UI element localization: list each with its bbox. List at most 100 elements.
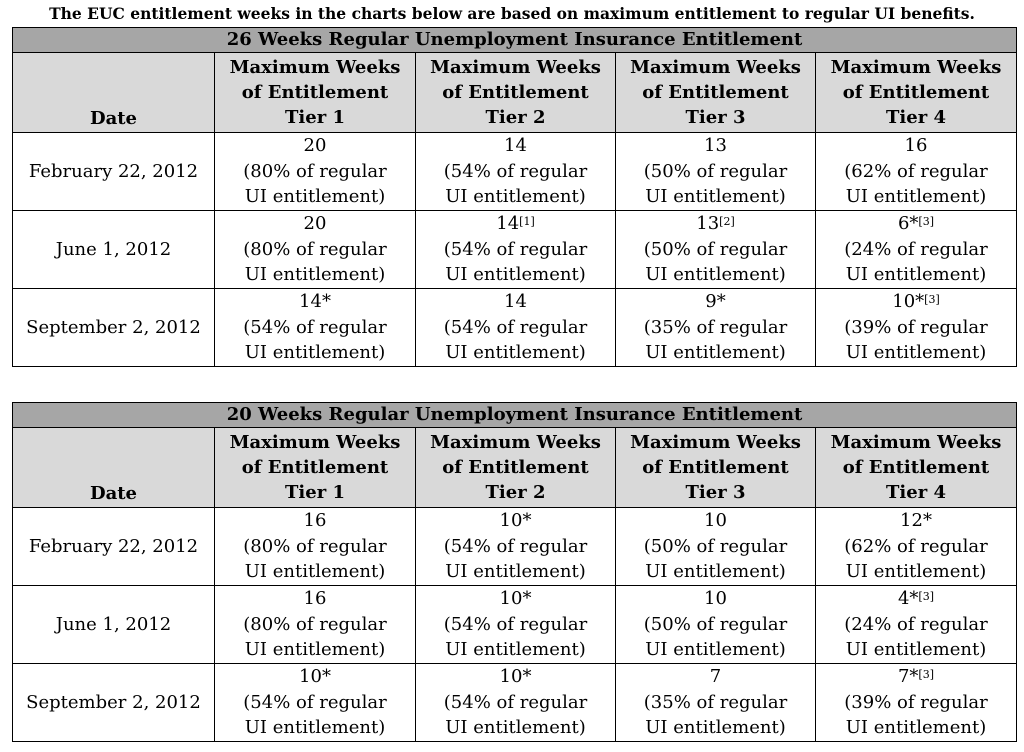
table-row: February 22, 2012 20 (80% of regular UI ent… — [12, 132, 1017, 211]
tier-value-cell: 4*[3] (24% of regular UI entitlement) — [815, 585, 1017, 664]
percent-text: (35% of regular — [643, 316, 788, 338]
weeks-number: 14 — [504, 135, 527, 157]
weeks-value: 14* — [217, 289, 413, 315]
row-date: June 1, 2012 — [12, 585, 215, 664]
tier-value-cell: 14 (54% of regular UI entitlement) — [415, 288, 616, 367]
unit-text: UI entitlement) — [645, 717, 786, 739]
weeks-value: 10* — [418, 586, 613, 612]
tier-header-tier: Tier 3 — [685, 107, 746, 128]
weeks-value: 13 — [618, 133, 813, 159]
tier-value-cell: 13 (50% of regular UI entitlement) — [615, 132, 816, 211]
percent-text: (50% of regular — [643, 160, 788, 182]
tier-header-line2: of Entitlement — [442, 457, 589, 478]
weeks-number: 10* — [499, 666, 532, 688]
percent-text: (24% of regular — [844, 238, 988, 260]
row-date: June 1, 2012 — [12, 210, 215, 289]
tier-header-line2: of Entitlement — [241, 457, 389, 478]
percent-text: (50% of regular — [643, 238, 788, 260]
percent-text: (80% of regular — [243, 160, 387, 182]
weeks-value: 20 — [217, 133, 413, 159]
tier-value-cell: 20 (80% of regular UI entitlement) — [214, 210, 416, 289]
weeks-value: 10* — [217, 664, 413, 690]
weeks-value: 14 — [418, 289, 613, 315]
footnote-ref: [3] — [924, 293, 940, 307]
tier-value-cell: 9* (35% of regular UI entitlement) — [615, 288, 816, 367]
tier-header: Maximum Weeks of Entitlement Tier 2 — [415, 427, 616, 508]
weeks-value: 16 — [217, 586, 413, 612]
percent-text: (39% of regular — [844, 691, 988, 713]
tier-value-cell: 16 (80% of regular UI entitlement) — [214, 585, 416, 664]
unit-text: UI entitlement) — [845, 342, 987, 364]
unit-text: UI entitlement) — [845, 639, 987, 661]
unit-text: UI entitlement) — [845, 561, 987, 583]
weeks-value: 20 — [217, 211, 413, 237]
tier-value-cell: 14 (54% of regular UI entitlement) — [415, 132, 616, 211]
tier-value-cell: 14* (54% of regular UI entitlement) — [214, 288, 416, 367]
weeks-number: 14 — [504, 291, 527, 313]
tier-header-tier: Tier 4 — [886, 482, 946, 503]
weeks-value: 14[1] — [418, 211, 613, 237]
weeks-value: 7*[3] — [818, 664, 1014, 690]
weeks-number: 10 — [704, 588, 727, 610]
tier-header: Maximum Weeks of Entitlement Tier 1 — [214, 52, 416, 133]
unit-text: UI entitlement) — [244, 639, 386, 661]
tier-header-line1: Maximum Weeks — [630, 57, 801, 78]
weeks-value: 10 — [618, 508, 813, 534]
tier-header-line1: Maximum Weeks — [430, 57, 601, 78]
date-header: Date — [12, 427, 215, 508]
weeks-value: 9* — [618, 289, 813, 315]
weeks-value: 6*[3] — [818, 211, 1014, 237]
entitlement-table-20-weeks: 20 Weeks Regular Unemployment Insurance … — [12, 402, 1017, 742]
tier-header: Maximum Weeks of Entitlement Tier 4 — [815, 427, 1017, 508]
percent-text: (62% of regular — [844, 535, 988, 557]
tier-value-cell: 20 (80% of regular UI entitlement) — [214, 132, 416, 211]
weeks-number: 16 — [303, 510, 327, 532]
unit-text: UI entitlement) — [445, 639, 586, 661]
percent-text: (80% of regular — [243, 613, 387, 635]
footnote-ref: [2] — [719, 215, 735, 229]
tier-header: Maximum Weeks of Entitlement Tier 4 — [815, 52, 1017, 133]
weeks-number: 10* — [299, 666, 331, 688]
weeks-number: 13 — [704, 135, 727, 157]
footnote-ref: [3] — [918, 590, 935, 604]
unit-text: UI entitlement) — [645, 342, 786, 364]
weeks-number: 4* — [897, 588, 919, 610]
percent-text: (80% of regular — [243, 238, 387, 260]
weeks-value: 4*[3] — [818, 586, 1014, 612]
unit-text: UI entitlement) — [445, 561, 586, 583]
weeks-number: 7* — [897, 666, 919, 688]
row-date: September 2, 2012 — [12, 288, 215, 367]
table-row: February 22, 2012 16 (80% of regular UI ent… — [12, 507, 1017, 586]
weeks-value: 10 — [618, 586, 813, 612]
tier-header-line1: Maximum Weeks — [830, 432, 1002, 453]
unit-text: UI entitlement) — [645, 561, 786, 583]
weeks-value: 10* — [418, 664, 613, 690]
tier-value-cell: 10* (54% of regular UI entitlement) — [214, 663, 416, 742]
percent-text: (54% of regular — [443, 316, 588, 338]
tier-header: Maximum Weeks of Entitlement Tier 3 — [615, 427, 816, 508]
row-date: September 2, 2012 — [12, 663, 215, 742]
unit-text: UI entitlement) — [845, 264, 987, 286]
table-row: September 2, 2012 10* (54% of regular UI en… — [12, 663, 1017, 742]
weeks-value: 12* — [818, 508, 1014, 534]
tier-value-cell: 7*[3] (39% of regular UI entitlement) — [815, 663, 1017, 742]
unit-text: UI entitlement) — [445, 717, 586, 739]
weeks-number: 14 — [496, 213, 520, 235]
percent-text: (54% of regular — [443, 535, 588, 557]
unit-text: UI entitlement) — [244, 561, 386, 583]
percent-text: (24% of regular — [844, 613, 988, 635]
unit-text: UI entitlement) — [645, 186, 786, 208]
tier-header-line1: Maximum Weeks — [830, 57, 1002, 78]
tier-value-cell: 16 (80% of regular UI entitlement) — [214, 507, 416, 586]
tier-header-tier: Tier 3 — [685, 482, 746, 503]
footnote-ref: [3] — [918, 215, 935, 229]
tier-header-line2: of Entitlement — [442, 82, 589, 103]
tier-value-cell: 10* (54% of regular UI entitlement) — [415, 585, 616, 664]
percent-text: (50% of regular — [643, 535, 788, 557]
weeks-value: 10*[3] — [818, 289, 1014, 315]
weeks-value: 16 — [217, 508, 413, 534]
entitlement-table-26-weeks: 26 Weeks Regular Unemployment Insurance … — [12, 27, 1017, 367]
table-title: 26 Weeks Regular Unemployment Insurance … — [12, 27, 1017, 53]
tier-value-cell: 6*[3] (24% of regular UI entitlement) — [815, 210, 1017, 289]
weeks-value: 14 — [418, 133, 613, 159]
